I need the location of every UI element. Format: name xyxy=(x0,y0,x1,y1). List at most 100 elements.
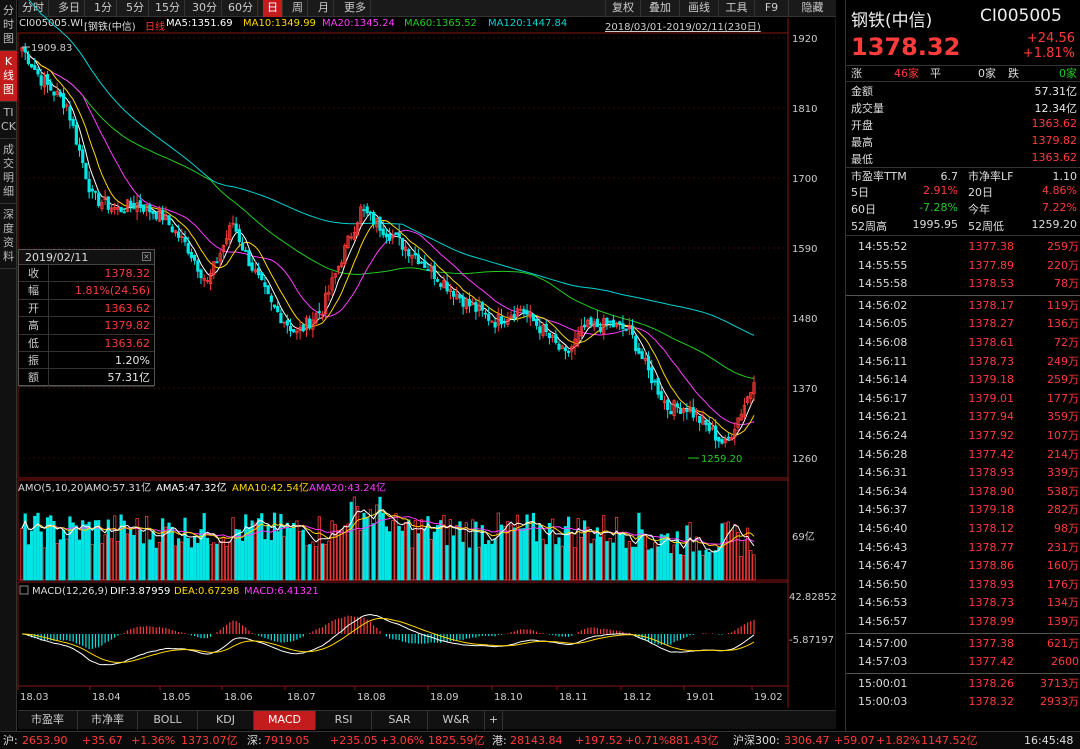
toolbar-button-0[interactable]: 复权 xyxy=(605,0,640,17)
stat-value: 1363.62 xyxy=(1031,117,1078,130)
indicator-tab-6[interactable]: SAR xyxy=(372,711,428,730)
toolbar-button-2[interactable]: 画线 xyxy=(679,0,718,17)
tick-row: 14:56:02 1378.17 119万 xyxy=(846,297,1080,316)
period-tab-5[interactable]: 30分 xyxy=(188,0,222,17)
candle-body xyxy=(733,428,737,438)
kline-chart[interactable]: 1920 1810 1700 1590 1480 1370 1260 69亿 42.82852 -… xyxy=(0,0,836,710)
candle-body xyxy=(116,207,120,210)
volume-bar xyxy=(509,524,513,581)
volume-bar xyxy=(359,529,363,581)
left-tab-3[interactable]: 成交明细 xyxy=(0,139,17,204)
candle-body xyxy=(256,267,261,276)
security-code: CI005005.WI xyxy=(19,18,84,29)
sh-label: 沪: xyxy=(3,734,18,747)
candle-body xyxy=(445,281,449,292)
period-tab-4[interactable]: 15分 xyxy=(151,0,185,17)
volume-bar xyxy=(138,530,142,581)
left-tab-4[interactable]: 深度资料 xyxy=(0,204,17,269)
period-tab-1[interactable]: 多日 xyxy=(54,0,85,17)
candle-body xyxy=(407,249,411,257)
period-tab-3[interactable]: 5分 xyxy=(122,0,149,17)
candle-body xyxy=(503,321,507,324)
macd-expand-icon xyxy=(19,585,29,595)
candle-body xyxy=(614,322,619,327)
candle-body xyxy=(346,235,350,249)
toolbar-button-1[interactable]: 叠加 xyxy=(640,0,679,17)
x-axis-label: 18.03 xyxy=(20,692,49,703)
popup-row: 收 1378.32 xyxy=(19,265,154,283)
volume-bar xyxy=(391,520,395,581)
sh-value: 2653.90 xyxy=(22,734,68,747)
indicator-tab-5[interactable]: RSI xyxy=(316,711,372,730)
candle-body xyxy=(669,410,673,415)
period-tab-9[interactable]: 月 xyxy=(314,0,334,17)
indicator-tab-3[interactable]: KDJ xyxy=(198,711,254,730)
volume-bar xyxy=(173,545,178,581)
volume-bar xyxy=(400,530,404,581)
volume-bar xyxy=(65,538,69,581)
volume-bar xyxy=(634,546,638,581)
volume-title-item: AMA20:43.24亿 xyxy=(309,481,386,494)
quote-price: 1378.32 xyxy=(851,33,961,61)
tick-time: 14:57:00 xyxy=(858,636,908,650)
tick-volume: 220万 xyxy=(1047,258,1079,272)
tick-time: 14:56:37 xyxy=(858,503,908,517)
date-range[interactable]: 2018/03/01-2019/02/11(230日) xyxy=(605,22,761,33)
indicator-tab-4[interactable]: MACD xyxy=(254,711,316,730)
breadth-row: 涨 46家 平 0家 跌 0家 xyxy=(846,65,1080,82)
volume-bar xyxy=(589,543,593,581)
tick-price: 1377.38 xyxy=(968,240,1015,253)
tick-divider xyxy=(846,632,1080,634)
period-tab-6[interactable]: 60分 xyxy=(224,0,258,17)
ma120-line xyxy=(28,0,755,336)
dea-line xyxy=(21,617,755,663)
period-tab-10[interactable]: 更多 xyxy=(340,0,371,17)
pb-label: 市净率LF xyxy=(968,170,1014,183)
toolbar-button-5[interactable]: 隐藏 xyxy=(788,0,836,17)
tick-volume: 339万 xyxy=(1047,466,1079,480)
volume-bar xyxy=(694,536,699,581)
toolbar-button-3[interactable]: 工具 xyxy=(718,0,754,17)
candle-body xyxy=(71,118,75,126)
period-tab-8[interactable]: 周 xyxy=(288,0,308,17)
left-tab-1[interactable]: K线图 xyxy=(0,51,17,102)
left-tab-2[interactable]: TICK xyxy=(0,102,17,139)
period-tab-2[interactable]: 1分 xyxy=(90,0,117,17)
quote-panel: 钢铁(中信) CI005005 1378.32 +24.56 +1.81% 涨 … xyxy=(845,0,1080,731)
volume-bar xyxy=(42,547,46,581)
volume-bar xyxy=(362,512,366,581)
volume-bar xyxy=(97,520,101,581)
indicator-tab-0[interactable]: 市盈率 xyxy=(18,711,78,730)
candle-body xyxy=(416,254,420,265)
volume-bar xyxy=(455,525,459,581)
candle-body xyxy=(42,76,46,88)
left-tab-0[interactable]: 分时图 xyxy=(0,0,17,51)
volume-bar xyxy=(733,524,737,581)
hs300-label: 沪深300: xyxy=(733,734,780,747)
period-tab-7[interactable]: 日 xyxy=(263,0,283,17)
tick-list[interactable]: 14:55:52 1377.38 259万 14:55:55 1377.89 220万 14… xyxy=(846,237,1080,731)
indicator-tab-1[interactable]: 市净率 xyxy=(78,711,138,730)
volume-bar xyxy=(464,522,468,581)
toolbar-button-4[interactable]: F9 xyxy=(754,0,788,17)
volume-bar xyxy=(432,531,436,581)
indicator-tab-8[interactable]: + xyxy=(485,711,503,730)
popup-close-icon[interactable]: × xyxy=(142,252,151,261)
tick-volume: 78万 xyxy=(1054,277,1079,291)
candle-body xyxy=(359,206,363,223)
indicator-tab-7[interactable]: W&R xyxy=(428,711,485,730)
volume-bar xyxy=(490,543,494,581)
candle-body xyxy=(272,304,277,308)
volume-bar xyxy=(678,554,683,581)
tick-time: 14:56:53 xyxy=(858,596,908,610)
candle-body xyxy=(234,223,238,232)
candle-body xyxy=(531,313,536,322)
volume-bar xyxy=(221,536,225,581)
indicator-tab-2[interactable]: BOLL xyxy=(138,711,198,730)
candle-body xyxy=(154,211,158,220)
candle-body xyxy=(65,104,69,107)
tick-volume: 136万 xyxy=(1047,317,1079,331)
sh-change: +35.67 xyxy=(82,734,123,747)
tick-row: 14:56:34 1378.90 538万 xyxy=(846,483,1080,502)
volume-bar xyxy=(119,514,123,581)
